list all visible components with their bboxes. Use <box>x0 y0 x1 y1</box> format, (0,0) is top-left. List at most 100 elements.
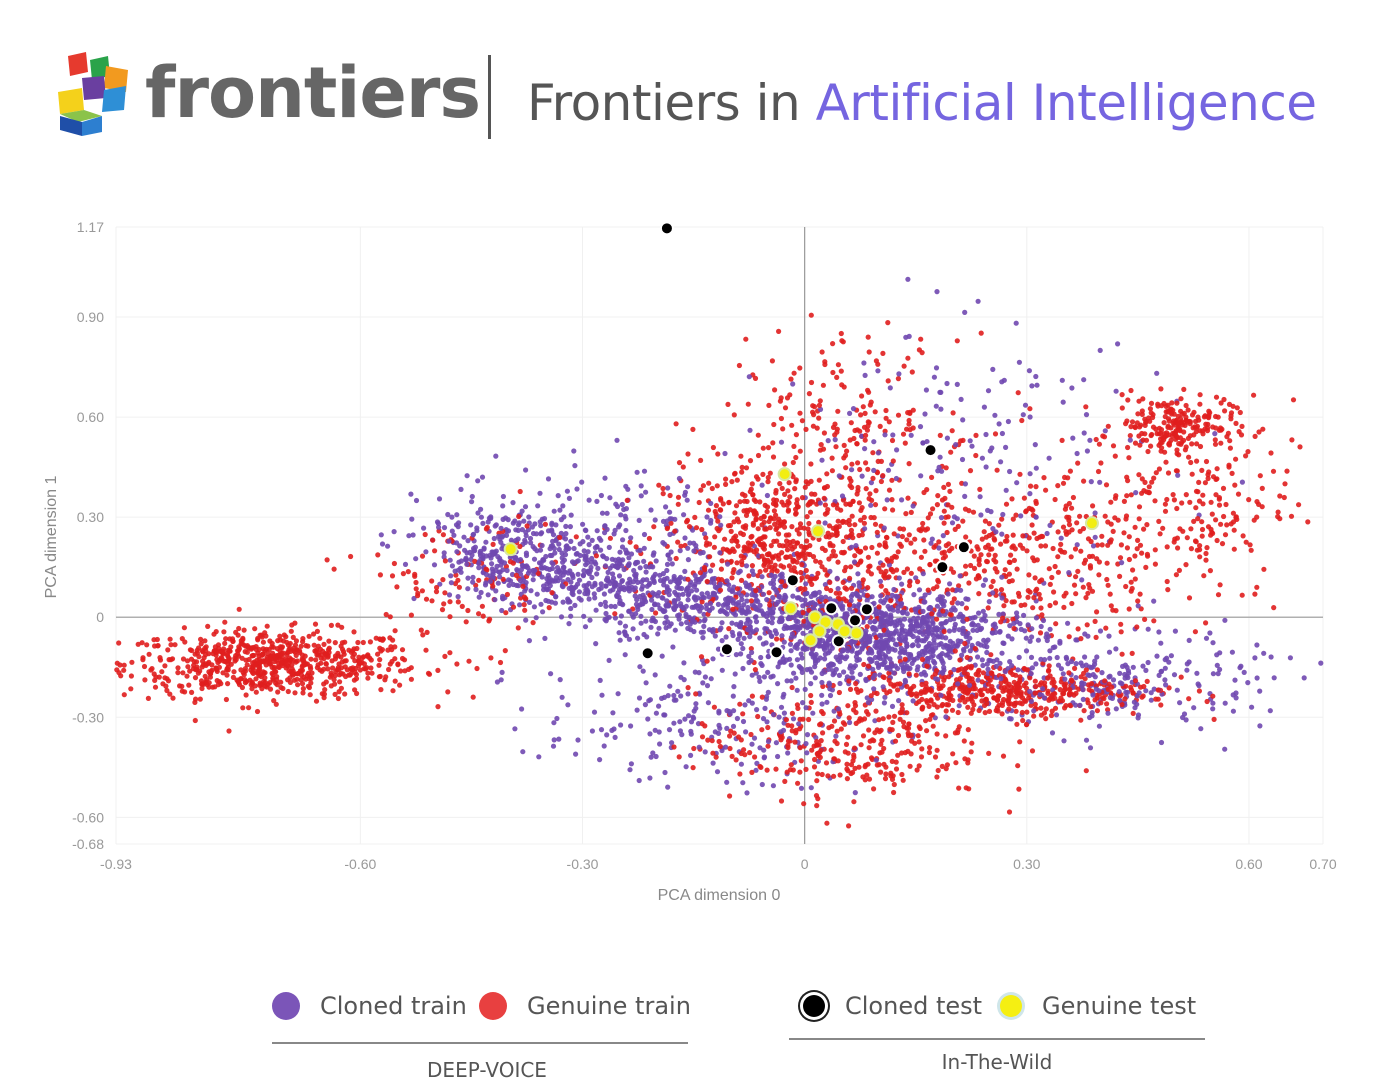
genuine-train-point <box>148 667 154 673</box>
genuine-train-point <box>479 603 485 609</box>
cloned-train-point <box>556 541 562 547</box>
cloned-train-point <box>978 625 985 632</box>
genuine-train-point <box>771 538 777 545</box>
cloned-train-point <box>754 707 760 713</box>
genuine-train-point <box>797 448 803 454</box>
genuine-train-point <box>312 621 319 627</box>
cloned-train-point <box>688 731 694 737</box>
cloned-train-point <box>804 625 811 631</box>
genuine-train-point <box>1050 545 1056 552</box>
genuine-train-point <box>1221 513 1227 520</box>
cloned-train-point <box>939 658 945 664</box>
genuine-train-point <box>459 603 465 610</box>
genuine-train-point <box>952 648 958 654</box>
genuine-train-point <box>1186 454 1192 460</box>
cloned-train-point <box>749 741 755 747</box>
genuine-train-point <box>1247 542 1253 548</box>
cloned-train-point <box>1102 428 1108 434</box>
cloned-train-point <box>1082 654 1088 660</box>
genuine-train-point <box>923 718 929 724</box>
genuine-train-point <box>700 483 707 489</box>
genuine-train-point <box>862 437 868 443</box>
genuine-train-point <box>423 647 429 653</box>
cloned-train-point <box>592 595 598 601</box>
cloned-train-point <box>411 595 417 602</box>
cloned-train-point <box>682 492 688 498</box>
genuine-train-point <box>387 614 393 620</box>
genuine-train-point <box>734 586 741 592</box>
genuine-train-point <box>838 726 844 732</box>
genuine-train-point <box>1288 513 1295 519</box>
genuine-train-point <box>313 698 320 704</box>
genuine-train-point <box>748 731 754 738</box>
cloned-train-point <box>664 589 670 595</box>
genuine-train-point <box>837 711 843 717</box>
genuine-train-point <box>820 730 826 736</box>
cloned-train-point <box>983 618 989 624</box>
genuine-train-point <box>1204 698 1210 705</box>
genuine-train-point <box>1051 589 1057 595</box>
genuine-train-point <box>274 646 280 652</box>
cloned-train-point <box>544 566 550 572</box>
genuine-train-point <box>905 355 911 361</box>
genuine-train-point <box>432 548 438 554</box>
cloned-train-point <box>997 660 1003 667</box>
genuine-train-point <box>259 686 265 692</box>
genuine-train-point <box>885 378 891 384</box>
genuine-train-point <box>1236 429 1242 435</box>
genuine-train-point <box>1118 542 1124 548</box>
cloned-train-point <box>1029 383 1035 389</box>
genuine-train-point <box>1104 560 1110 566</box>
cloned-train-point <box>927 604 933 611</box>
cloned-train-point <box>441 550 447 556</box>
genuine-train-point <box>1002 567 1008 573</box>
genuine-train-point <box>810 499 816 505</box>
genuine-train-point <box>1103 625 1109 631</box>
genuine-train-point <box>821 430 828 436</box>
cloned-train-point <box>558 530 564 537</box>
genuine-train-point <box>1047 602 1053 609</box>
cloned-train-point <box>594 528 600 534</box>
cloned-train-point <box>759 662 765 669</box>
cloned-train-point <box>611 583 618 589</box>
genuine-train-point <box>1083 404 1089 410</box>
cloned-train-point <box>446 538 452 544</box>
cloned-train-point <box>887 385 893 391</box>
genuine-train-point <box>895 732 902 739</box>
genuine-train-point <box>676 460 683 466</box>
cloned-train-point <box>1018 513 1024 519</box>
cloned-train-point <box>635 635 641 641</box>
cloned-train-point <box>483 539 489 545</box>
cloned-train-point <box>680 591 686 597</box>
cloned-train-point <box>1217 666 1223 673</box>
genuine-train-point <box>810 409 816 415</box>
cloned-train-point <box>583 555 589 561</box>
genuine-train-point <box>455 599 461 605</box>
cloned-train-point <box>1074 542 1080 548</box>
genuine-train-point <box>1259 485 1265 491</box>
cloned-train-point <box>431 562 438 568</box>
cloned-train-point <box>498 562 504 568</box>
genuine-train-point <box>949 504 955 510</box>
genuine-train-point <box>852 522 858 528</box>
genuine-train-point <box>793 479 799 485</box>
genuine-train-point <box>1213 476 1219 482</box>
genuine-train-point <box>365 675 371 681</box>
genuine-train-point <box>1144 678 1150 685</box>
genuine-train-point <box>1011 625 1017 632</box>
cloned-train-point <box>1090 692 1096 698</box>
genuine-train-point <box>263 633 269 639</box>
cloned-train-point <box>480 520 486 527</box>
genuine-train-point <box>1237 409 1243 416</box>
genuine-train-point <box>806 530 812 536</box>
cloned-train-point <box>981 404 988 410</box>
genuine-train-point <box>901 724 907 730</box>
cloned-train-point <box>918 473 924 479</box>
cloned-train-point <box>622 623 629 629</box>
genuine-train-point <box>845 734 851 740</box>
cloned-train-point <box>1027 688 1033 695</box>
genuine-train-point <box>392 656 398 662</box>
genuine-train-point <box>1207 568 1213 574</box>
genuine-train-point <box>1139 476 1145 482</box>
genuine-train-point <box>720 501 726 507</box>
